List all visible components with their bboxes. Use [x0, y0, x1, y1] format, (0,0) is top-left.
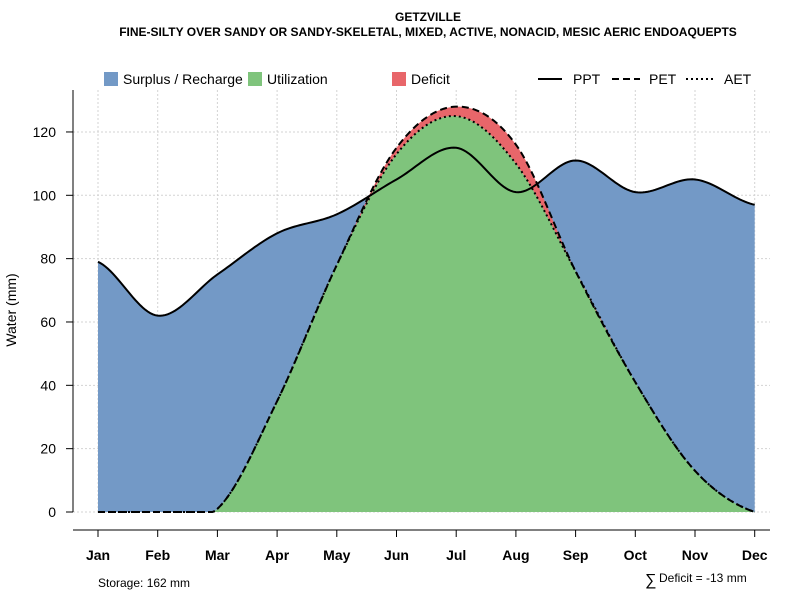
legend-label-surplus: Surplus / Recharge	[123, 71, 243, 87]
y-axis-label: Water (mm)	[3, 273, 19, 346]
y-tick-label: 60	[40, 314, 56, 330]
y-tick-label: 80	[40, 251, 56, 267]
pet-line	[98, 105, 756, 513]
y-tick-label: 20	[40, 441, 56, 457]
chart-subtitle: FINE-SILTY OVER SANDY OR SANDY-SKELETAL,…	[119, 25, 737, 39]
y-tick-label: 120	[33, 124, 57, 140]
x-tick-label: Apr	[265, 547, 290, 563]
aet-line	[98, 115, 756, 513]
deficit-note: Deficit = -13 mm	[659, 571, 747, 585]
x-tick-label: Nov	[682, 547, 709, 563]
x-tick-label: Feb	[145, 547, 170, 563]
x-tick-label: Jun	[384, 547, 409, 563]
x-tick-label: Jul	[446, 547, 466, 563]
legend-label-utilization: Utilization	[267, 71, 328, 87]
legend: Surplus / Recharge Utilization Deficit P…	[104, 71, 752, 87]
legend-label-ppt: PPT	[573, 71, 601, 87]
x-tick-label: Jan	[86, 547, 110, 563]
x-tick-label: Dec	[742, 547, 768, 563]
ppt-line	[97, 146, 755, 317]
axes: 0 20 40 60 80 100 120 Jan Feb Mar Apr May Jun Jul Aug S…	[33, 90, 770, 563]
legend-swatch-utilization	[248, 72, 262, 86]
x-tick-label: Oct	[624, 547, 648, 563]
chart-title: GETZVILLE	[395, 10, 461, 24]
legend-swatch-surplus	[104, 72, 118, 86]
y-tick-label: 40	[40, 377, 56, 393]
legend-label-deficit: Deficit	[411, 71, 450, 87]
x-tick-label: Aug	[502, 547, 529, 563]
x-tick-label: May	[323, 547, 350, 563]
x-tick-label: Mar	[205, 547, 230, 563]
legend-label-aet: AET	[724, 71, 752, 87]
utilization-area	[98, 116, 755, 512]
sum-symbol: ∑	[645, 572, 656, 589]
storage-note: Storage: 162 mm	[98, 576, 190, 590]
series-lines	[97, 105, 756, 513]
legend-swatch-deficit	[392, 72, 406, 86]
area-fills	[98, 106, 755, 513]
y-tick-label: 100	[33, 187, 57, 203]
y-tick-label: 0	[48, 504, 56, 520]
x-tick-label: Sep	[563, 547, 589, 563]
legend-label-pet: PET	[649, 71, 677, 87]
